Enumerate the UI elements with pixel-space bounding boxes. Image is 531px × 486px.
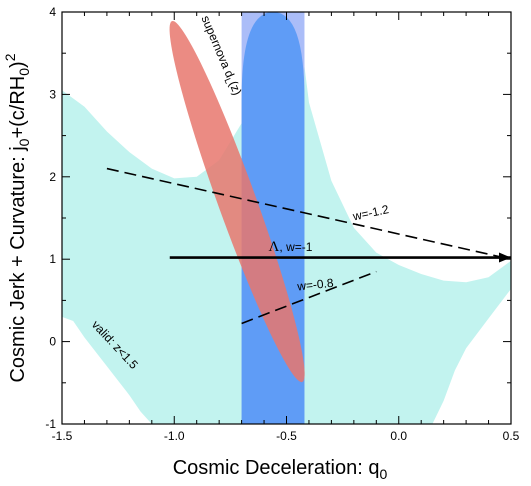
y-axis-title-sub: 0 bbox=[16, 138, 32, 146]
y-axis-title-mid: +(c/RH bbox=[7, 76, 29, 139]
w-0.8-label: w=-0.8 bbox=[296, 276, 335, 294]
x-axis-title-sub: 0 bbox=[379, 466, 387, 482]
y-tick-label: -1 bbox=[45, 417, 56, 431]
y-tick-label: 3 bbox=[49, 87, 56, 101]
y-tick-label: 1 bbox=[49, 252, 56, 266]
w-1.2-label: w=-1.2 bbox=[351, 202, 391, 224]
x-tick-label: -1.0 bbox=[164, 429, 185, 443]
lambda-symbol: Λ bbox=[269, 239, 280, 255]
y-axis-title-end: ) bbox=[7, 61, 29, 68]
y-tick-label: 4 bbox=[49, 5, 56, 19]
y-axis-title-main: Cosmic Jerk + Curvature: j bbox=[7, 146, 29, 382]
supernova-ellipse bbox=[169, 20, 305, 383]
x-axis-title: Cosmic Deceleration: q0 bbox=[173, 457, 388, 482]
y-tick-label: 0 bbox=[49, 335, 56, 349]
y-axis-title: Cosmic Jerk + Curvature: j0+(c/RH0)2 bbox=[2, 53, 32, 382]
supernova-label-end: (z) bbox=[226, 79, 244, 97]
supernova-label-main: supernova d bbox=[198, 13, 237, 79]
x-tick-label: -0.5 bbox=[276, 429, 297, 443]
y-tick-label: 2 bbox=[49, 170, 56, 184]
x-tick-label: 0.0 bbox=[390, 429, 407, 443]
series-line-dashed-1 bbox=[106, 167, 511, 260]
x-axis-title-main: Cosmic Deceleration: q bbox=[173, 457, 380, 479]
lambda-label: Λ, w=-1 bbox=[269, 239, 313, 255]
y-axis-title-sub2: 0 bbox=[16, 68, 32, 76]
series-line-dashed-2 bbox=[241, 270, 377, 325]
axis-ticks: -1.5 -1.0 -0.5 0.0 0.5 -1 0 1 2 3 4 bbox=[45, 5, 519, 443]
x-tick-label: -1.5 bbox=[52, 429, 73, 443]
x-tick-label: 0.5 bbox=[503, 429, 520, 443]
lambda-arrowhead bbox=[499, 252, 511, 263]
y-axis-title-sup: 2 bbox=[2, 53, 18, 61]
supernova-label-sub: L bbox=[222, 77, 233, 86]
lambda-rest: , w=-1 bbox=[279, 240, 312, 254]
plot-area bbox=[62, 12, 511, 424]
